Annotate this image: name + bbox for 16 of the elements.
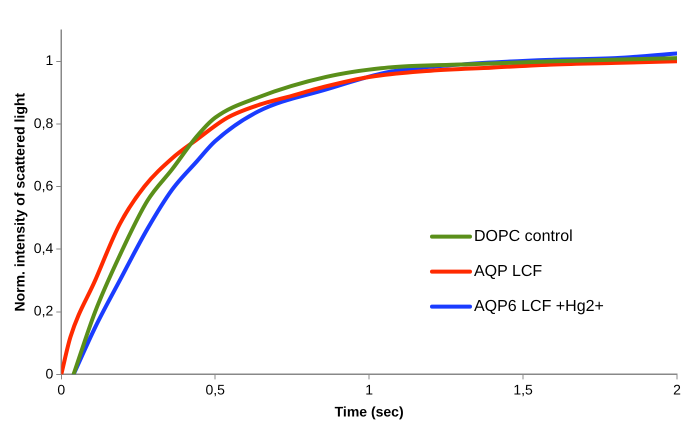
x-axis-title: Time (sec) [334, 403, 404, 420]
x-tick-label: 1 [365, 382, 374, 398]
y-tick-label: 0,4 [34, 240, 54, 256]
legend-label: AQP6 LCF +Hg2+ [474, 298, 604, 316]
legend-label: DOPC control [474, 228, 573, 246]
y-tick-label: 0,2 [34, 302, 54, 319]
y-tick-label: 1 [45, 52, 54, 68]
y-tick-label: 0,6 [34, 177, 54, 194]
x-tick-label: 1,5 [513, 382, 534, 398]
y-tick-label: 0 [45, 365, 54, 382]
y-tick-label: 0,8 [34, 114, 54, 131]
x-tick-label: 0,5 [205, 382, 226, 398]
x-tick-label: 2 [673, 382, 682, 398]
legend-label: AQP LCF [474, 263, 542, 280]
x-tick-label: 0 [57, 382, 66, 398]
y-axis-title: Norm. intensity of scattered light [11, 92, 28, 312]
